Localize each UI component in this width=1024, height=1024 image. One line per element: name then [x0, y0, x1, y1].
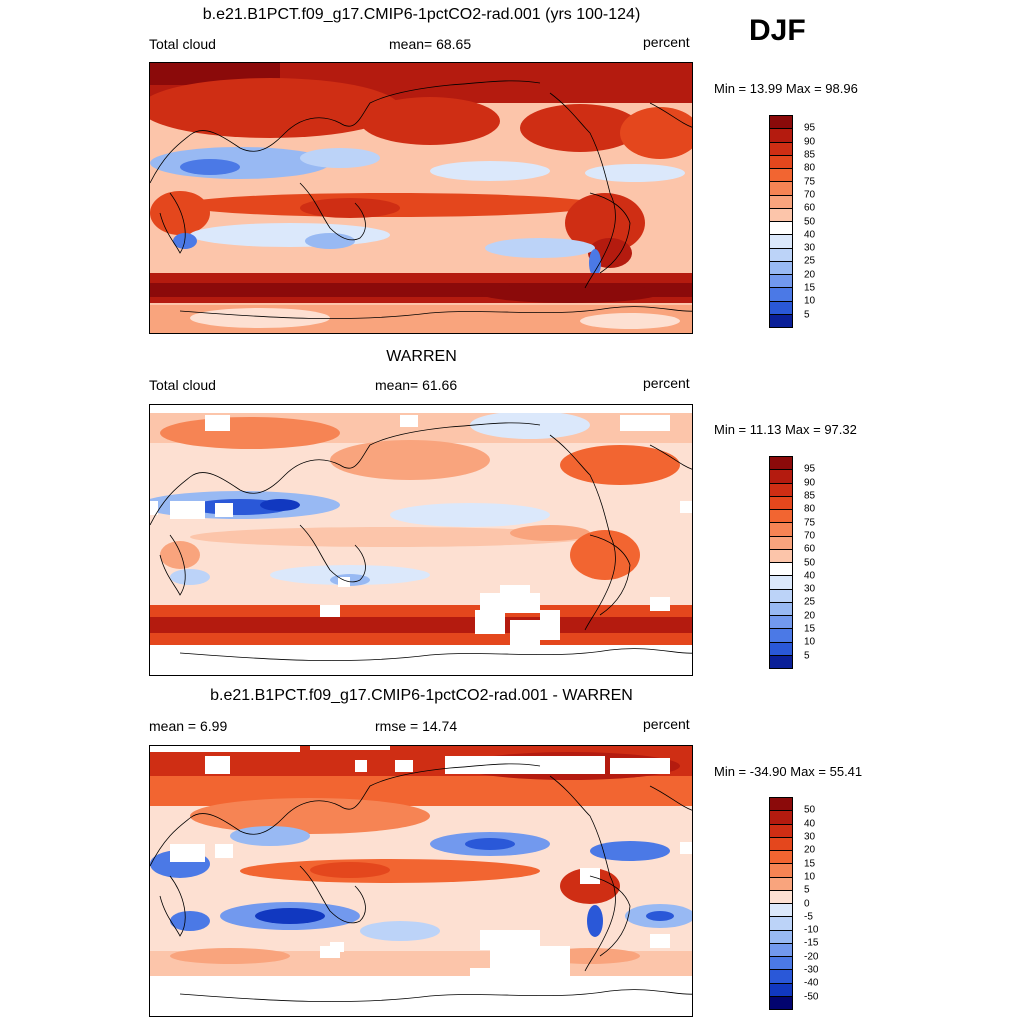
panel-3-title: b.e21.B1PCT.f09_g17.CMIP6-1pctCO2-rad.00…: [210, 687, 633, 704]
season-label: DJF: [749, 14, 806, 47]
panel-1-colorbar: [769, 115, 793, 328]
panel-2-title: WARREN: [386, 348, 457, 365]
panel-3-colorbar: [769, 797, 793, 1010]
panel-3-mean: mean = 6.99: [149, 718, 228, 734]
panel-3-map: [149, 745, 693, 1017]
panel-1-map: [149, 62, 693, 334]
panel-1-minmax: Min = 13.99 Max = 98.96: [714, 81, 858, 96]
panel-1-mean: mean= 68.65: [389, 36, 472, 52]
panel-2-units: percent: [643, 375, 690, 391]
panel-2-map: [149, 404, 693, 676]
panel-2-minmax: Min = 11.13 Max = 97.32: [714, 422, 857, 437]
panel-2-mean: mean= 61.66: [375, 377, 458, 393]
panel-3-units: percent: [643, 716, 690, 732]
panel-3-rmse: rmse = 14.74: [375, 718, 458, 734]
panel-1-units: percent: [643, 34, 690, 50]
panel-1-left-label: Total cloud: [149, 36, 216, 52]
panel-1-title: b.e21.B1PCT.f09_g17.CMIP6-1pctCO2-rad.00…: [202, 6, 641, 23]
panel-2-colorbar: [769, 456, 793, 669]
panel-3-minmax: Min = -34.90 Max = 55.41: [714, 764, 863, 779]
panel-2-left-label: Total cloud: [149, 377, 216, 393]
